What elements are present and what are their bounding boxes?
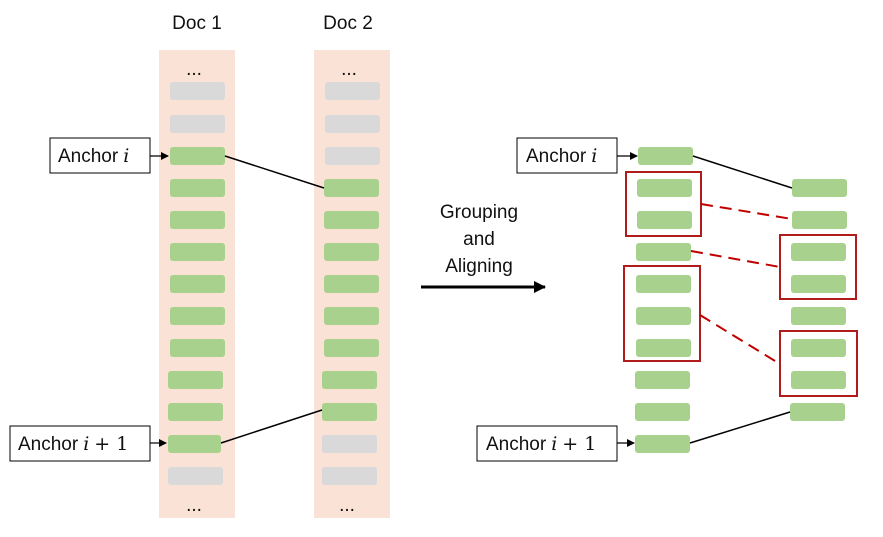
group-box — [779, 330, 858, 397]
segment-green — [170, 307, 225, 325]
segment-green — [170, 339, 225, 357]
doc2-segments — [322, 82, 380, 485]
doc2-title: Doc 2 — [323, 13, 373, 34]
segment-green — [791, 307, 846, 325]
alignment-dash — [690, 250, 781, 268]
segment-green — [168, 371, 223, 389]
segment-green — [324, 179, 379, 197]
segment-gray — [325, 82, 380, 100]
segment-green — [636, 243, 691, 261]
segment-green — [322, 403, 377, 421]
anchor-i-link-left — [224, 155, 325, 189]
process-label-line3: Aligning — [445, 256, 513, 277]
segment-green — [170, 275, 225, 293]
doc1-title: Doc 1 — [172, 13, 222, 34]
anchor-i-box-right: Anchor i — [516, 137, 618, 174]
doc1-ellipsis-top: ... — [186, 59, 202, 80]
group-box — [779, 234, 857, 300]
segment-green — [324, 339, 379, 357]
doc1-segments — [168, 82, 225, 485]
segment-green — [324, 211, 379, 229]
segment-green — [791, 339, 846, 357]
segment-gray — [168, 467, 223, 485]
doc1-ellipsis-bottom: ... — [186, 495, 202, 516]
segment-green — [170, 147, 225, 165]
segment-green — [635, 435, 690, 453]
segment-green — [168, 403, 223, 421]
result-left-segments — [635, 147, 693, 453]
segment-green — [636, 339, 691, 357]
segment-green — [638, 147, 693, 165]
segment-green — [322, 371, 377, 389]
anchor-i-link-right — [692, 155, 793, 189]
segment-gray — [325, 115, 380, 133]
segment-green — [635, 403, 690, 421]
segment-green — [637, 211, 692, 229]
group-box — [623, 265, 701, 362]
alignment-dash — [699, 314, 781, 365]
segment-green — [637, 179, 692, 197]
segment-green — [170, 211, 225, 229]
segment-green — [324, 275, 379, 293]
doc2-ellipsis-bottom: ... — [339, 495, 355, 516]
segment-green — [791, 371, 846, 389]
segment-gray — [325, 147, 380, 165]
segment-gray — [170, 82, 225, 100]
segment-green — [324, 307, 379, 325]
segment-gray — [322, 467, 377, 485]
segment-green — [168, 435, 221, 453]
segment-green — [635, 371, 690, 389]
segment-green — [170, 243, 225, 261]
anchor-i-plus-1-link-right — [689, 411, 791, 444]
anchor-i-plus-1-box-right: Anchor i + 1 — [476, 425, 618, 462]
alignment-dash — [700, 203, 793, 220]
segment-green — [636, 275, 691, 293]
doc2-ellipsis-top: ... — [341, 59, 357, 80]
segment-gray — [322, 435, 377, 453]
process-label-line2: and — [463, 229, 495, 250]
segment-green — [792, 211, 847, 229]
anchor-i-plus-1-link-left — [220, 409, 323, 444]
result-right-segments — [790, 179, 847, 421]
segment-green — [170, 179, 225, 197]
segment-green — [636, 307, 691, 325]
segment-green — [792, 179, 847, 197]
process-label-line1: Grouping — [440, 202, 518, 223]
segment-green — [791, 275, 846, 293]
segment-gray — [170, 115, 225, 133]
anchor-i-plus-1-box-left: Anchor i + 1 — [9, 425, 151, 462]
segment-green — [791, 243, 846, 261]
segment-green — [790, 403, 845, 421]
segment-green — [324, 243, 379, 261]
anchor-i-box-left: Anchor i — [49, 137, 151, 174]
